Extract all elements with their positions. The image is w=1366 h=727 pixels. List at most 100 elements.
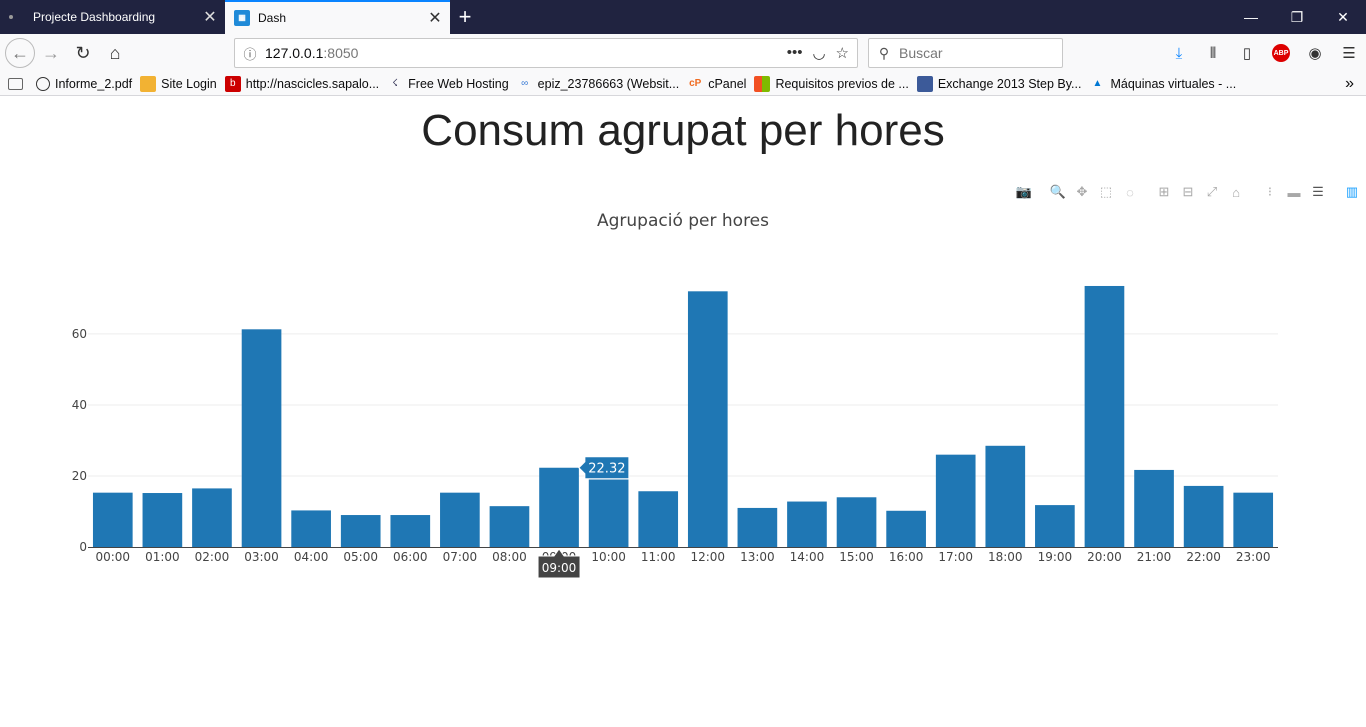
x-tick-label: 16:00 (889, 550, 924, 564)
page-actions-icon[interactable]: ••• (786, 44, 803, 61)
zoom-icon[interactable]: 🔍 (1049, 184, 1067, 199)
bar[interactable] (886, 510, 926, 547)
bar[interactable] (1084, 285, 1125, 547)
bookmark-item[interactable]: Requisitos previos de ... (754, 75, 909, 92)
pan-icon[interactable]: ✥ (1076, 184, 1088, 199)
bookmark-item[interactable]: Site Login (140, 75, 217, 92)
bar[interactable] (1183, 485, 1224, 547)
x-tick-label: 13:00 (740, 550, 775, 564)
search-input[interactable]: ⚲ Buscar (868, 38, 1063, 68)
dash-favicon-icon: ▦ (234, 10, 250, 26)
y-tick-label: 20 (72, 469, 87, 483)
bar[interactable] (1035, 505, 1075, 547)
bookmark-item[interactable]: Informe_2.pdf (36, 76, 132, 91)
sidebar-icon[interactable]: ▯ (1242, 45, 1252, 62)
bookmark-item[interactable]: ▲ Máquinas virtuales - ... (1089, 76, 1237, 92)
close-window-icon[interactable]: ✕ (1337, 8, 1349, 25)
red-b-icon: b (224, 75, 241, 92)
back-arrow-icon[interactable]: ← (5, 38, 35, 68)
download-icon[interactable]: ⤓ (1175, 44, 1183, 62)
url-bar[interactable]: ⓘ 127.0.0.1:8050 ••• ◡ ☆ (234, 38, 858, 68)
close-tab-icon[interactable]: ✕ (203, 9, 217, 26)
autoscale-icon[interactable]: ⤢ (1206, 184, 1218, 199)
url-actions: ••• ◡ ☆ (787, 44, 857, 62)
zoom-out-icon[interactable]: ⊟ (1182, 184, 1194, 199)
bar[interactable] (440, 492, 480, 547)
x-tick-label: 04:00 (294, 550, 329, 564)
hover-value-box (578, 456, 630, 480)
bar[interactable] (737, 507, 778, 547)
bookmark-star-icon[interactable]: ☆ (835, 45, 849, 62)
x-tick-label: 23:00 (1236, 550, 1271, 564)
bookmarks-overflow-icon[interactable]: » (1345, 74, 1354, 92)
bar[interactable] (291, 510, 331, 547)
bar[interactable] (340, 515, 381, 547)
x-tick-label: 11:00 (641, 550, 676, 564)
y-tick-label: 40 (72, 398, 87, 412)
forward-arrow-icon[interactable]: → (42, 42, 60, 63)
bar[interactable] (142, 493, 183, 547)
bar[interactable] (787, 501, 827, 547)
x-tick-label: 18:00 (988, 550, 1023, 564)
zoom-in-icon[interactable]: ⊞ (1158, 184, 1170, 199)
windows-icon (754, 75, 771, 92)
bar[interactable] (836, 497, 877, 547)
bookmark-item[interactable]: b http://nascicles.sapalo... (224, 75, 379, 92)
bar[interactable] (1233, 492, 1274, 547)
hover-labels: 22.32 09:00 (537, 456, 630, 579)
hover-value-label: 22.32 (588, 462, 625, 477)
bar[interactable] (588, 479, 629, 547)
grid-lines (88, 333, 1278, 548)
bar[interactable] (638, 491, 679, 547)
plotly-logo-icon[interactable]: ▥ (1345, 184, 1359, 199)
restore-icon[interactable]: ❐ (1290, 8, 1304, 25)
bar-chart[interactable]: 0 20 40 60 00:00 01:00 02:00 03:00 04:00 05:00 06… (0, 230, 1366, 590)
bar[interactable] (241, 329, 282, 547)
bar[interactable] (539, 467, 579, 547)
hover-closest-icon[interactable]: ▬ (1287, 184, 1301, 200)
x-tick-label: 03:00 (244, 550, 279, 564)
bar[interactable] (985, 445, 1026, 547)
bookmarks-folder-icon[interactable] (8, 77, 28, 90)
url-host: 127.0.0.1 (265, 45, 324, 61)
bar[interactable] (390, 515, 431, 547)
bookmark-item[interactable]: ∞ epiz_23786663 (Websit... (517, 76, 679, 92)
tab-dash[interactable]: ▦ Dash ✕ (225, 0, 450, 34)
bar[interactable] (192, 488, 232, 547)
reload-icon[interactable]: ↻ (75, 42, 91, 63)
close-tab-icon[interactable]: ✕ (428, 10, 442, 27)
tab-bar: Projecte Dashboarding ✕ ▦ Dash ✕ + — ❐ ✕ (0, 0, 1366, 34)
account-icon[interactable]: ◉ (1308, 45, 1322, 62)
x-tick-label: 06:00 (393, 550, 428, 564)
x-tick-label: 02:00 (195, 550, 230, 564)
adblock-icon[interactable]: ABP (1272, 44, 1290, 62)
info-icon[interactable]: ⓘ (243, 46, 257, 62)
bookmark-item[interactable]: Exchange 2013 Step By... (916, 75, 1081, 92)
hover-compare-icon[interactable]: ☰ (1312, 184, 1324, 199)
bookmark-item[interactable]: cP cPanel (689, 76, 747, 91)
menu-icon[interactable]: ☰ (1342, 45, 1356, 62)
y-axis-ticks: 0 20 40 60 (72, 327, 87, 554)
reset-axes-icon[interactable]: ⌂ (1232, 184, 1240, 200)
box-select-icon[interactable]: ⬚ (1099, 184, 1113, 199)
window-controls: — ❐ ✕ (1228, 0, 1366, 34)
spike-lines-icon[interactable]: ⁝ (1267, 184, 1273, 199)
new-tab-icon[interactable]: + (458, 4, 472, 29)
x-tick-label: 08:00 (492, 550, 527, 564)
camera-icon[interactable]: 📷 (1015, 184, 1033, 199)
bar[interactable] (92, 492, 133, 547)
home-icon[interactable]: ⌂ (109, 42, 121, 63)
lasso-icon[interactable]: ◌ (1126, 184, 1134, 200)
minimize-icon[interactable]: — (1244, 9, 1258, 25)
tab-projecte-dashboarding[interactable]: Projecte Dashboarding ✕ (0, 0, 225, 34)
bar[interactable] (1134, 469, 1174, 547)
x-tick-label: 19:00 (1038, 550, 1073, 564)
bar[interactable] (687, 291, 728, 547)
library-icon[interactable]: ⫴ (1209, 44, 1217, 62)
x-tick-label: 20:00 (1087, 550, 1122, 564)
bookmark-item[interactable]: ☇ Free Web Hosting (387, 76, 508, 92)
pocket-icon[interactable]: ◡ (812, 45, 826, 62)
bar[interactable] (489, 506, 530, 547)
bar[interactable] (935, 454, 976, 547)
chart-title: Agrupació per hores (596, 211, 770, 231)
